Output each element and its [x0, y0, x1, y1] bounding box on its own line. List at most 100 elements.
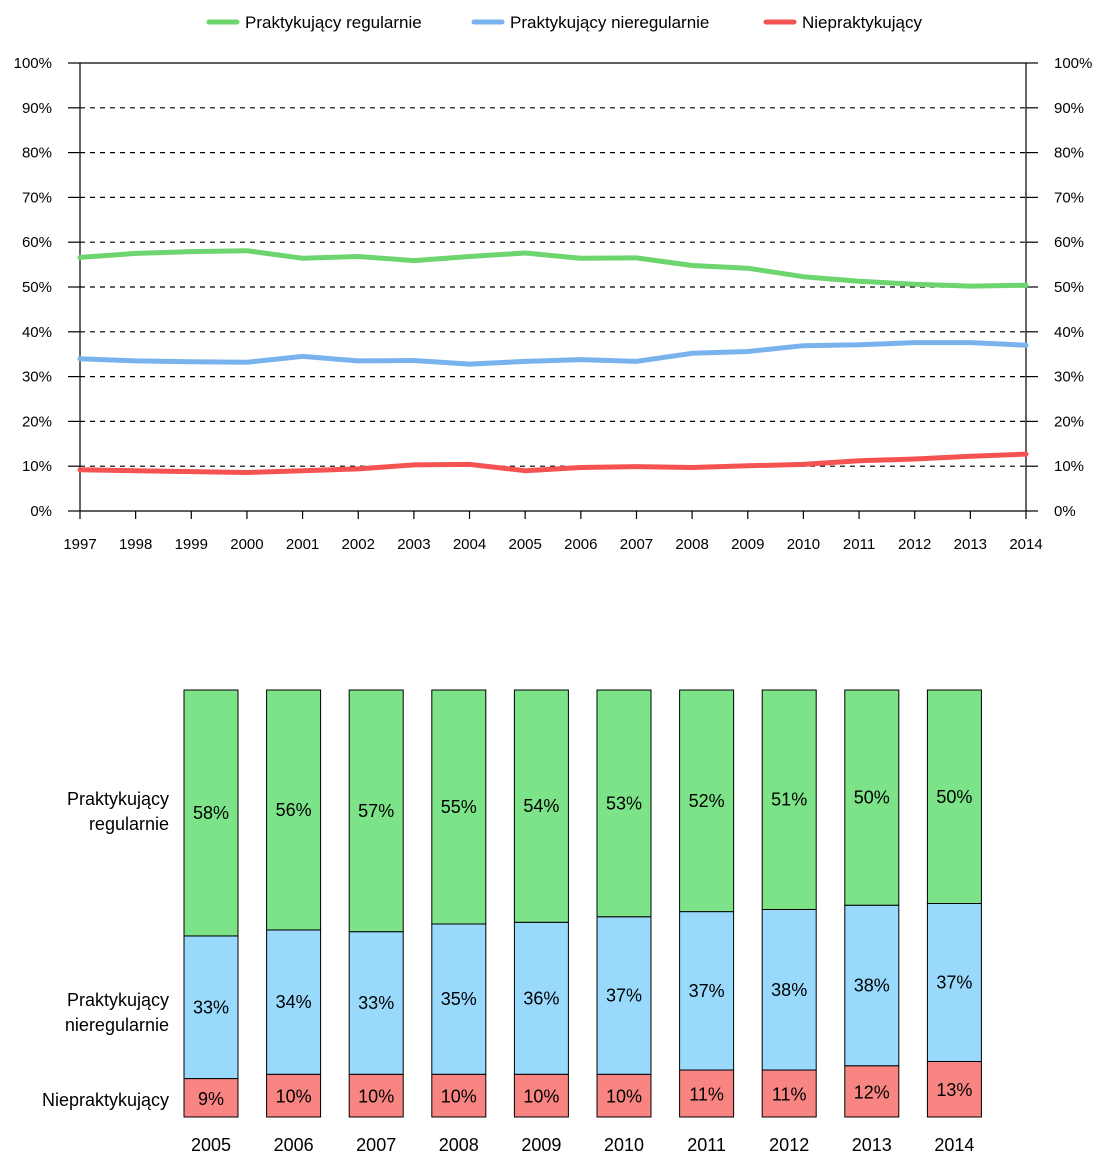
y-tick-label-right: 20% — [1054, 413, 1084, 430]
bar-category-label: 2013 — [852, 1135, 892, 1153]
y-tick-label-left: 20% — [22, 413, 52, 430]
bar-value-label: 54% — [523, 796, 559, 816]
bar-category-label: 2006 — [274, 1135, 314, 1153]
bar-segment — [596, 1073, 652, 1118]
y-tick-label-right: 30% — [1054, 369, 1084, 386]
x-tick-label: 2013 — [954, 536, 987, 553]
x-tick-label: 2007 — [620, 536, 653, 553]
series-line-0 — [77, 248, 1029, 289]
y-tick-label-left: 80% — [22, 145, 52, 162]
bar-value-label: 38% — [854, 975, 890, 995]
bar-segment — [183, 689, 239, 937]
bar-segment — [679, 1069, 735, 1118]
y-tick-label-right: 100% — [1054, 55, 1092, 72]
y-tick-label-left: 50% — [22, 279, 52, 296]
y-tick-label-left: 100% — [14, 55, 52, 72]
row-label: Praktykujący — [67, 990, 169, 1010]
x-tick-label: 2008 — [675, 536, 708, 553]
bar-value-label: 34% — [276, 992, 312, 1012]
bar-value-label: 12% — [854, 1082, 890, 1102]
bar-category-label: 2009 — [521, 1135, 561, 1153]
bar-segment — [926, 903, 982, 1062]
bar-value-label: 50% — [854, 788, 890, 808]
y-tick-label-right: 0% — [1054, 503, 1076, 520]
x-tick-label: 2004 — [453, 536, 486, 553]
x-tick-label: 2014 — [1009, 536, 1042, 553]
bar-segment — [513, 1073, 569, 1118]
bar-segment — [761, 689, 817, 910]
bar-value-label: 56% — [276, 800, 312, 820]
bar-value-label: 57% — [358, 801, 394, 821]
bar-category-label: 2005 — [191, 1135, 231, 1153]
x-tick-label: 1997 — [63, 536, 96, 553]
y-tick-label-right: 80% — [1054, 145, 1084, 162]
bar-segment — [844, 1065, 900, 1118]
legend-label: Praktykujący regularnie — [245, 13, 422, 32]
y-tick-label-right: 40% — [1054, 324, 1084, 341]
y-tick-label-right: 50% — [1054, 279, 1084, 296]
bar-value-label: 11% — [772, 1085, 807, 1105]
x-tick-label: 2011 — [843, 536, 875, 553]
y-tick-label-left: 40% — [22, 324, 52, 341]
bar-category-label: 2008 — [439, 1135, 479, 1153]
bar-value-label: 38% — [771, 980, 807, 1000]
bar-segment — [844, 689, 900, 906]
bar-segment — [266, 1073, 322, 1118]
y-tick-label-right: 90% — [1054, 100, 1084, 117]
bar-value-label: 10% — [358, 1087, 394, 1107]
bar-segment — [513, 689, 569, 923]
legend-label: Praktykujący nieregularnie — [510, 13, 709, 32]
y-tick-label-right: 70% — [1054, 189, 1084, 206]
bar-category-label: 2010 — [604, 1135, 644, 1153]
x-tick-label: 2003 — [397, 536, 430, 553]
bar-value-label: 35% — [441, 989, 477, 1009]
series-line-2 — [77, 451, 1029, 475]
row-label: nieregularnie — [65, 1015, 169, 1035]
bar-value-label: 33% — [358, 993, 394, 1013]
bar-value-label: 13% — [936, 1080, 972, 1100]
y-tick-label-left: 60% — [22, 234, 52, 251]
bar-segment — [431, 923, 487, 1075]
x-tick-label: 1998 — [119, 536, 152, 553]
bar-segment — [844, 904, 900, 1067]
bar-segment — [348, 1073, 404, 1118]
x-tick-label: 2005 — [508, 536, 541, 553]
bar-value-label: 10% — [606, 1087, 642, 1107]
bar-value-label: 37% — [689, 981, 725, 1001]
bar-segment — [926, 689, 982, 904]
legend-label: Niepraktykujący — [802, 13, 922, 32]
x-tick-label: 2001 — [286, 536, 319, 553]
bar-category-label: 2012 — [769, 1135, 809, 1153]
bar-value-label: 36% — [523, 988, 559, 1008]
x-tick-label: 2006 — [564, 536, 597, 553]
y-tick-label-left: 0% — [30, 503, 52, 520]
bar-segment — [513, 921, 569, 1075]
bar-value-label: 51% — [771, 790, 807, 810]
bar-segment — [679, 689, 735, 913]
bar-value-label: 55% — [441, 797, 477, 817]
bar-value-label: 10% — [441, 1087, 477, 1107]
bar-value-label: 10% — [276, 1087, 312, 1107]
bar-value-label: 52% — [689, 791, 725, 811]
x-tick-label: 2002 — [342, 536, 375, 553]
series-line-1 — [77, 340, 1029, 367]
bar-segment — [761, 908, 817, 1071]
bar-segment — [431, 1073, 487, 1118]
bar-segment — [183, 1078, 239, 1118]
bar-value-label: 10% — [523, 1087, 559, 1107]
bar-value-label: 11% — [689, 1085, 724, 1105]
bar-value-label: 37% — [606, 986, 642, 1006]
row-label: Praktykujący — [67, 789, 169, 809]
bar-value-label: 50% — [936, 787, 972, 807]
y-tick-label-left: 70% — [22, 189, 52, 206]
bar-segment — [348, 689, 404, 933]
bar-value-label: 58% — [193, 803, 229, 823]
y-tick-label-right: 60% — [1054, 234, 1084, 251]
bar-category-label: 2014 — [934, 1135, 974, 1153]
bar-value-label: 37% — [936, 972, 972, 992]
bar-segment — [596, 689, 652, 918]
y-tick-label-right: 10% — [1054, 458, 1084, 475]
x-tick-label: 2012 — [898, 536, 931, 553]
